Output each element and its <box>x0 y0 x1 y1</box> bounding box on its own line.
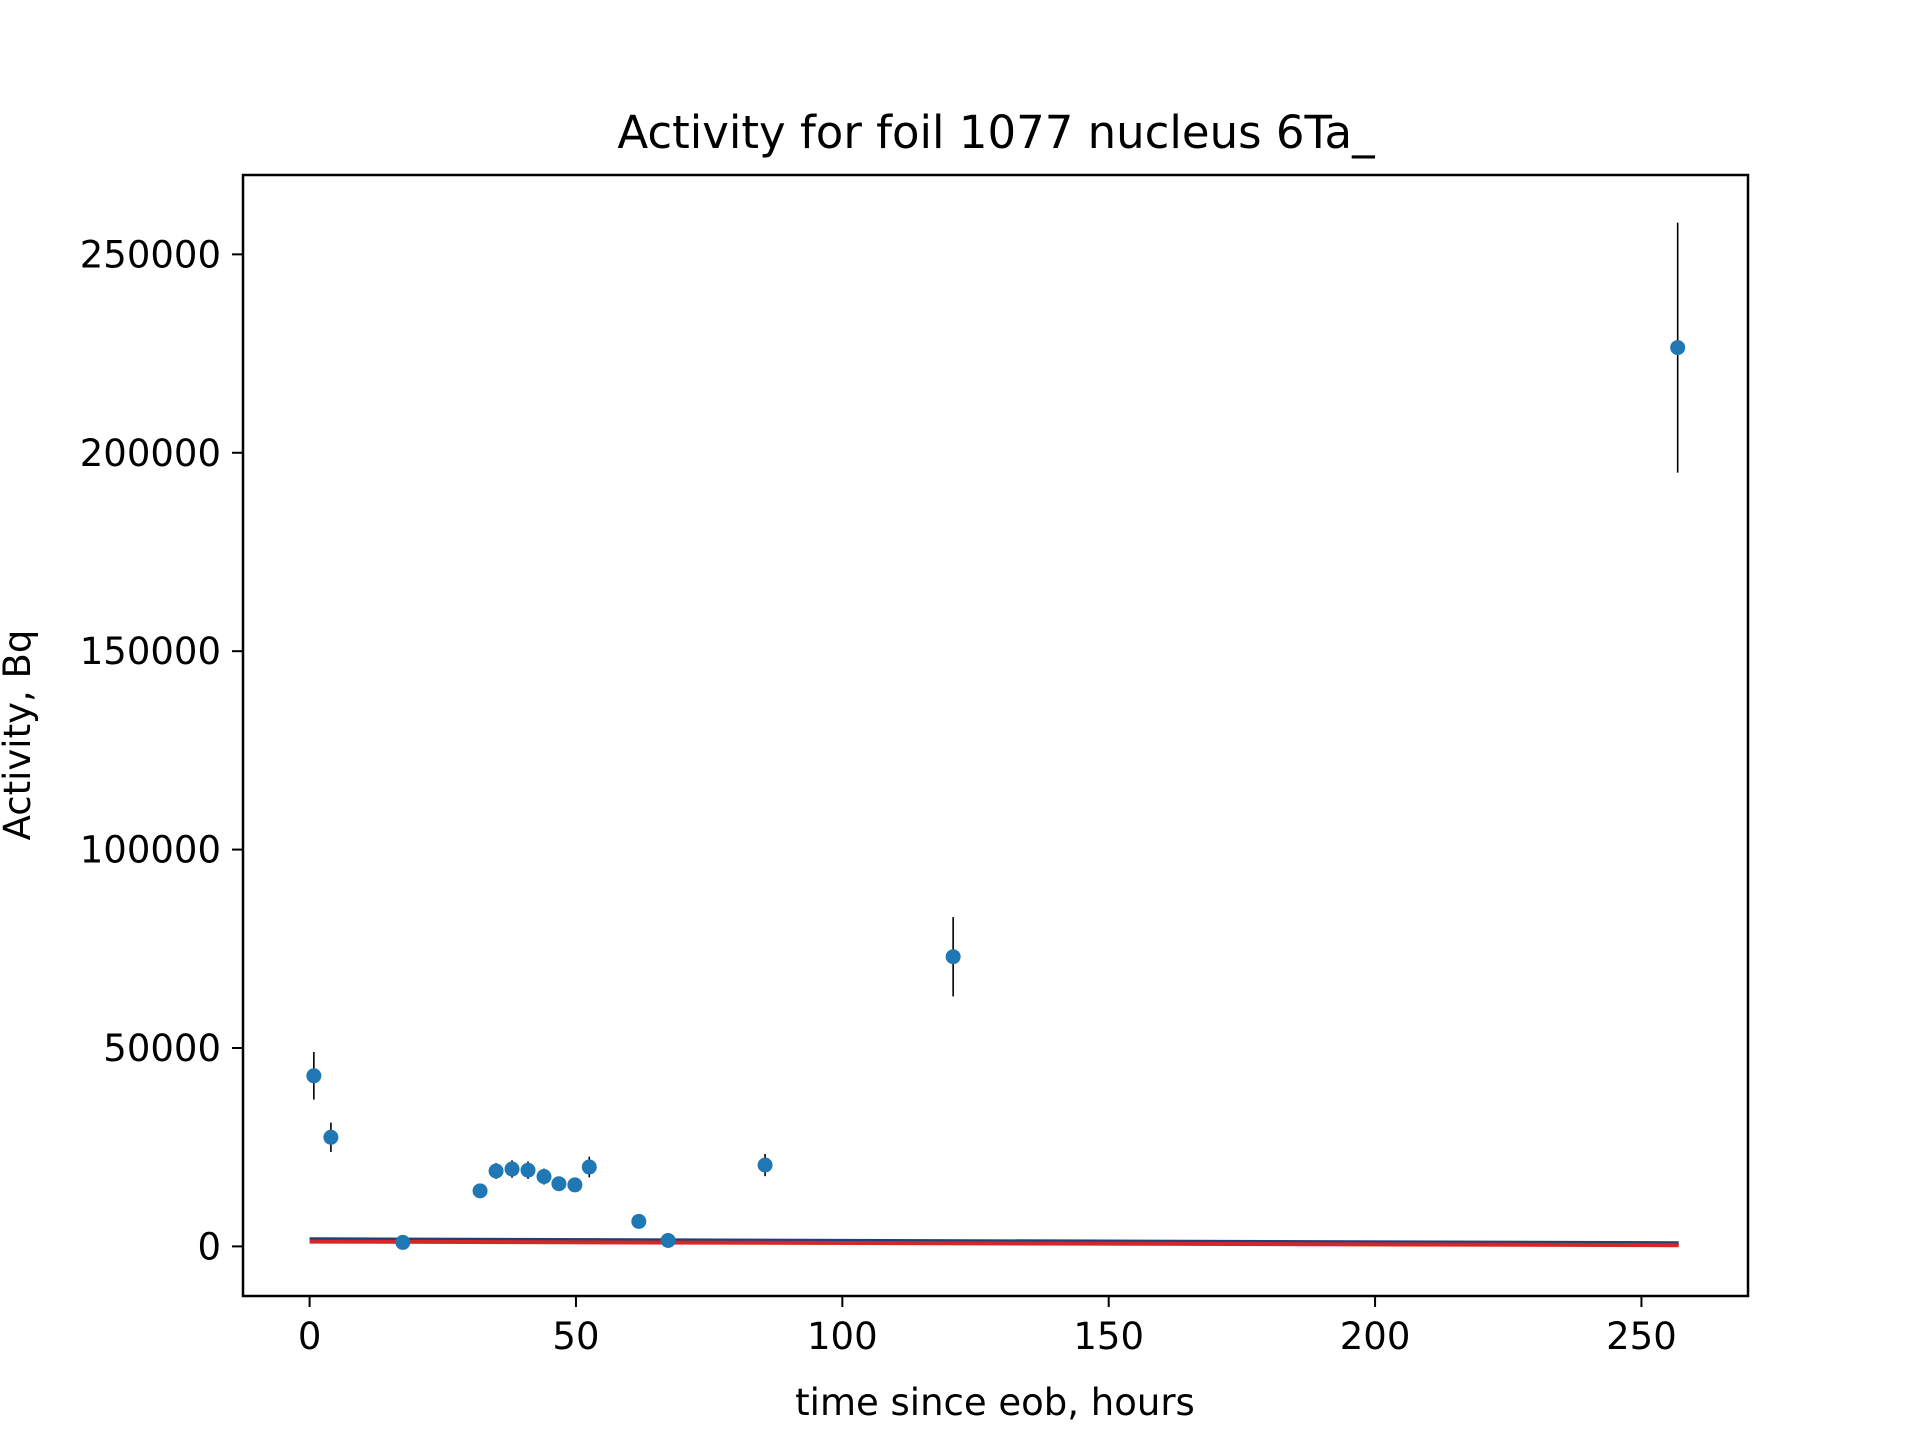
data-point <box>306 1068 322 1084</box>
y-tick-label: 0 <box>197 1225 221 1268</box>
data-point <box>1670 340 1686 356</box>
y-axis: 0 50000 100000 150000 200000 250000 <box>80 233 243 1268</box>
y-tick-label: 50000 <box>103 1027 221 1070</box>
plot-area <box>306 222 1686 1250</box>
y-tick-label: 150000 <box>80 630 221 673</box>
x-axis-label: time since eob, hours <box>795 1381 1195 1424</box>
data-point <box>631 1213 647 1229</box>
data-point <box>395 1234 411 1250</box>
fit-line-2 <box>309 1239 1679 1248</box>
data-point <box>581 1159 597 1175</box>
data-point <box>551 1176 567 1192</box>
data-point <box>323 1129 339 1145</box>
data-point <box>757 1157 773 1173</box>
data-point <box>536 1169 552 1185</box>
data-point <box>488 1163 504 1179</box>
x-tick-label: 250 <box>1606 1315 1677 1358</box>
y-axis-label: Activity, Bq <box>0 630 39 841</box>
fit-line-1 <box>309 1237 1679 1246</box>
chart-title: Activity for foil 1077 nucleus 6Ta_ <box>617 106 1375 159</box>
y-tick-label: 100000 <box>80 829 221 872</box>
axes-frame <box>241 173 1750 1298</box>
data-point <box>472 1183 488 1199</box>
x-axis: 0 50 100 150 200 250 <box>298 1296 1677 1358</box>
x-tick-label: 50 <box>552 1315 599 1358</box>
data-point <box>567 1177 583 1193</box>
x-tick-label: 100 <box>807 1315 878 1358</box>
x-tick-label: 0 <box>298 1315 322 1358</box>
x-tick-label: 150 <box>1073 1315 1144 1358</box>
x-tick-label: 200 <box>1340 1315 1411 1358</box>
data-point <box>945 949 961 965</box>
data-point <box>660 1232 676 1248</box>
data-point <box>520 1162 536 1178</box>
y-tick-label: 200000 <box>80 432 221 475</box>
data-point <box>504 1161 520 1177</box>
y-tick-label: 250000 <box>80 233 221 276</box>
